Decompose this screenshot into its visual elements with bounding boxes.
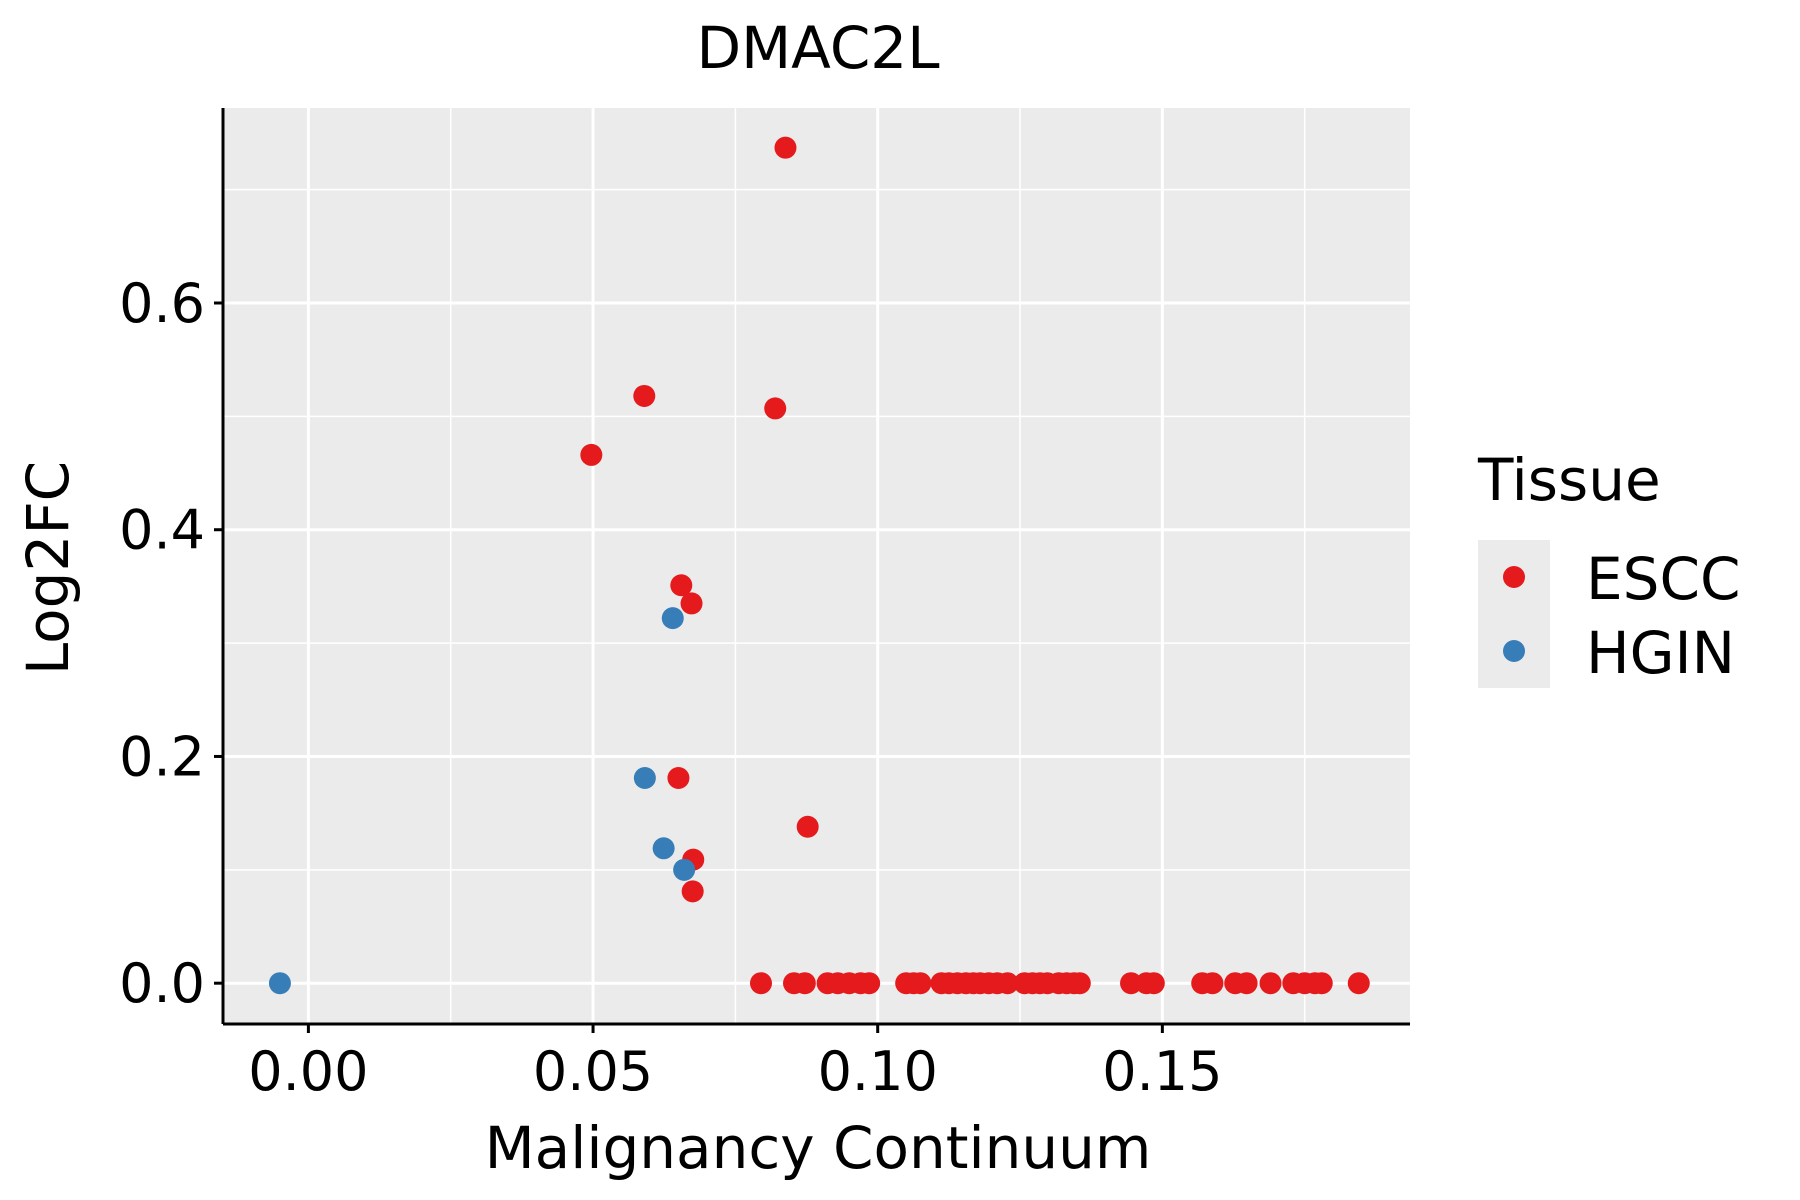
y-tick-label: 0.0 [119,952,205,1015]
point-hgin [268,972,291,995]
plot-panel [223,108,1410,1024]
point-escc [1068,972,1091,995]
x-tick-label: 0.15 [1102,1040,1222,1103]
point-hgin [673,858,696,881]
point-escc [996,972,1019,995]
y-axis-title: Log2FC [14,461,82,675]
point-hgin [633,766,656,789]
legend-label-escc: ESCC [1586,545,1740,613]
grid-minor [223,108,1410,1024]
y-tick-label: 0.6 [119,272,205,335]
point-hgin [652,837,675,860]
legend-title: Tissue [1477,446,1661,514]
point-escc [1142,972,1165,995]
legend-key-background [1478,540,1550,688]
legend-label-hgin: HGIN [1586,619,1735,687]
legend: Tissue ESCC HGIN [1477,446,1740,688]
point-escc [580,443,603,466]
point-escc [670,574,693,597]
x-tick-label: 0.05 [533,1040,653,1103]
y-tick-label: 0.2 [119,725,205,788]
y-axis-ticks: 0.0 0.2 0.4 0.6 [119,272,223,1015]
point-escc [796,815,819,838]
point-escc [1347,972,1370,995]
x-tick-label: 0.10 [818,1040,938,1103]
data-points [268,136,1370,995]
legend-key-escc [1503,566,1525,588]
x-axis-ticks: 0.00 0.05 0.10 0.15 [248,1024,1222,1103]
point-escc [667,766,690,789]
point-escc [793,972,816,995]
point-escc [681,880,704,903]
point-escc [1120,972,1143,995]
y-tick-label: 0.4 [119,499,205,562]
point-escc [1235,972,1258,995]
x-tick-label: 0.00 [248,1040,368,1103]
point-escc [633,384,656,407]
x-axis-title: Malignancy Continuum [485,1114,1152,1182]
chart-title: DMAC2L [696,14,939,82]
point-escc [774,136,797,159]
point-escc [1259,972,1282,995]
point-escc [1201,972,1224,995]
point-escc [680,592,703,615]
point-escc [858,972,881,995]
grid-major [223,108,1410,1024]
point-escc [909,972,932,995]
legend-key-hgin [1503,640,1525,662]
point-escc [1310,972,1333,995]
point-escc [749,972,772,995]
point-escc [764,397,787,420]
point-hgin [661,607,684,630]
